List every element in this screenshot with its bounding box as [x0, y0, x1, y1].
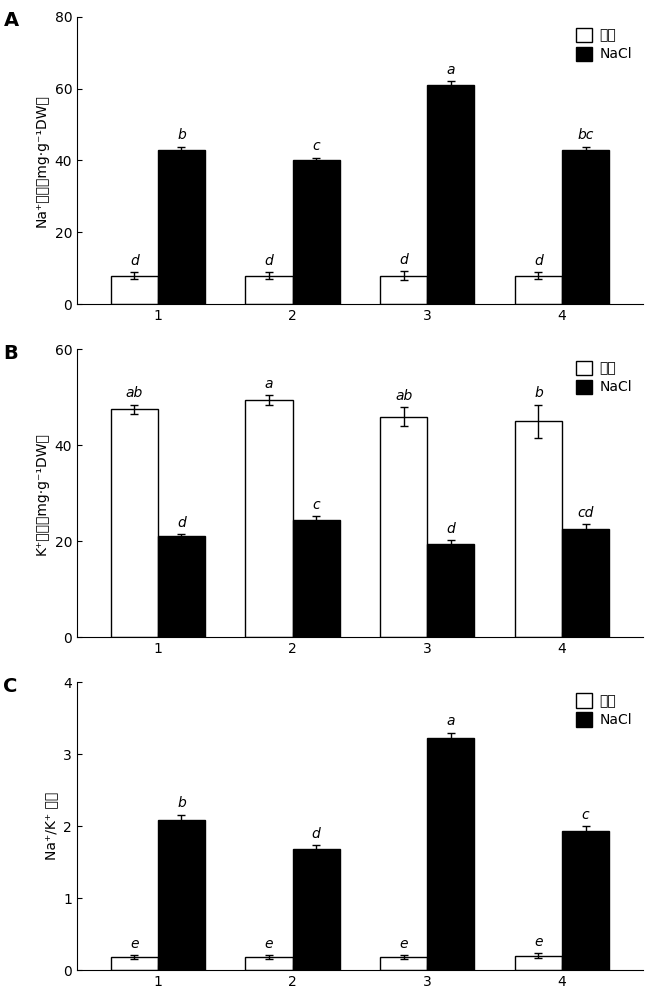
Text: d: d	[312, 827, 320, 841]
Bar	[562, 831, 610, 970]
Text: d: d	[177, 516, 186, 530]
Text: ab: ab	[395, 389, 413, 403]
Bar	[427, 85, 474, 304]
Bar	[292, 849, 339, 970]
Bar	[245, 957, 292, 970]
Bar	[380, 276, 427, 304]
Text: B: B	[3, 344, 18, 363]
Bar	[427, 544, 474, 637]
Y-axis label: K⁺含量（mg·g⁻¹DW）: K⁺含量（mg·g⁻¹DW）	[35, 432, 49, 555]
Y-axis label: Na⁺/K⁺ 比値: Na⁺/K⁺ 比値	[44, 792, 58, 860]
Text: d: d	[400, 253, 408, 267]
Text: c: c	[313, 139, 320, 153]
Text: e: e	[265, 937, 273, 951]
Bar	[111, 409, 158, 637]
Text: e: e	[534, 935, 543, 949]
Bar	[245, 400, 292, 637]
Text: c: c	[313, 498, 320, 512]
Bar	[158, 150, 205, 304]
Bar	[292, 160, 339, 304]
Bar	[427, 738, 474, 970]
Text: a: a	[265, 377, 273, 391]
Bar	[158, 820, 205, 970]
Bar	[380, 957, 427, 970]
Legend: 对照, NaCl: 对照, NaCl	[572, 689, 636, 731]
Text: C: C	[3, 677, 18, 696]
Bar	[292, 520, 339, 637]
Legend: 对照, NaCl: 对照, NaCl	[572, 356, 636, 399]
Bar	[111, 276, 158, 304]
Text: b: b	[177, 796, 186, 810]
Y-axis label: Na⁺含量（mg·g⁻¹DW）: Na⁺含量（mg·g⁻¹DW）	[35, 94, 49, 227]
Text: d: d	[130, 254, 139, 268]
Bar	[245, 276, 292, 304]
Text: e: e	[130, 937, 139, 951]
Bar	[380, 417, 427, 637]
Bar	[562, 150, 610, 304]
Text: a: a	[447, 63, 455, 77]
Bar	[562, 529, 610, 637]
Text: d: d	[447, 522, 455, 536]
Text: A: A	[3, 11, 18, 30]
Bar	[515, 421, 562, 637]
Bar	[515, 956, 562, 970]
Text: d: d	[534, 254, 543, 268]
Bar	[158, 536, 205, 637]
Text: c: c	[582, 808, 589, 822]
Text: b: b	[177, 128, 186, 142]
Legend: 对照, NaCl: 对照, NaCl	[572, 24, 636, 66]
Text: ab: ab	[126, 386, 143, 400]
Bar	[111, 957, 158, 970]
Text: cd: cd	[577, 506, 594, 520]
Bar	[515, 276, 562, 304]
Text: bc: bc	[577, 128, 594, 142]
Text: a: a	[447, 714, 455, 728]
Text: e: e	[400, 937, 408, 951]
Text: d: d	[265, 254, 273, 268]
Text: b: b	[534, 386, 543, 400]
